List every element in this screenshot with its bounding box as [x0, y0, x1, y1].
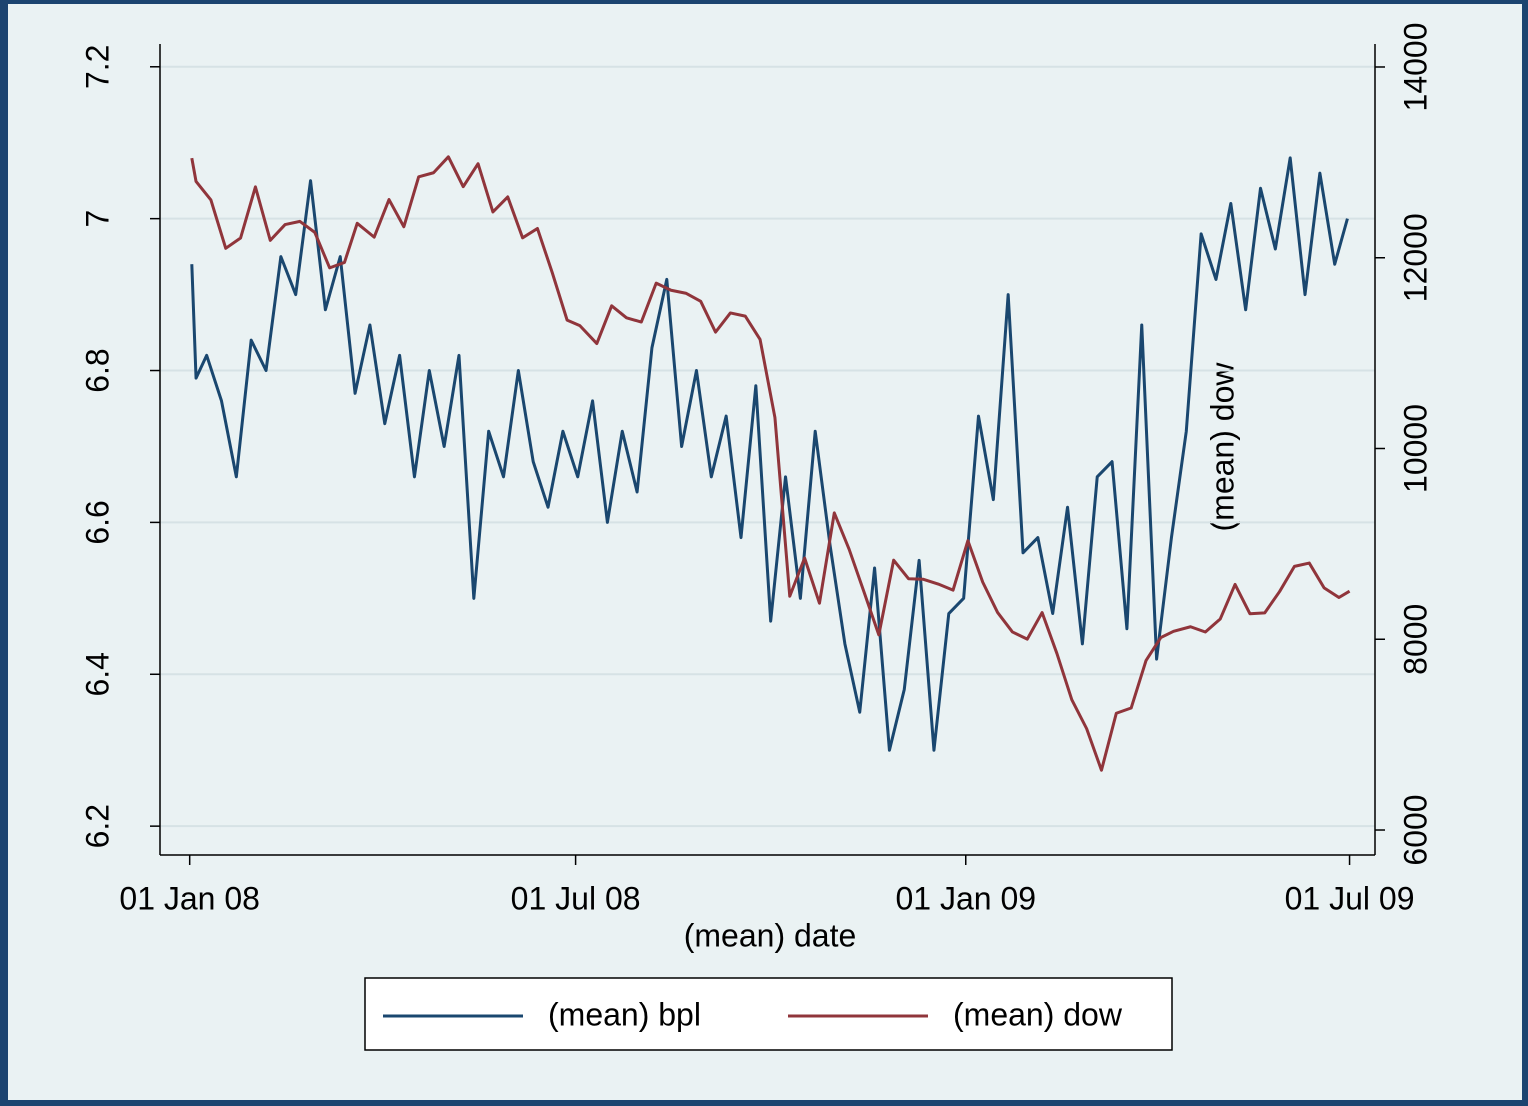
- legend: [364, 977, 1173, 1051]
- y-tick-label: 7: [79, 210, 115, 228]
- x-axis-title: (mean) date: [684, 917, 857, 953]
- legend-label: (mean) bpl: [548, 996, 701, 1032]
- x-tick-label: 01 Jan 09: [895, 880, 1036, 916]
- x-tick-label: 01 Jan 08: [119, 880, 260, 916]
- y2-tick-label: 12000: [1397, 213, 1433, 302]
- x-tick-label: 01 Jul 09: [1285, 880, 1415, 916]
- y2-tick-label: 6000: [1397, 794, 1433, 865]
- y2-tick-label: 10000: [1397, 404, 1433, 493]
- y-tick-label: 7.2: [79, 45, 115, 89]
- y-tick-label: 6.2: [79, 804, 115, 848]
- y2-tick-label: 8000: [1397, 604, 1433, 675]
- y-tick-label: 6.6: [79, 500, 115, 544]
- series-line: [190, 155, 1351, 772]
- y2-axis-title: (mean) dow: [1204, 362, 1240, 532]
- y2-tick-label: 14000: [1397, 22, 1433, 111]
- y-tick-label: 6.4: [79, 652, 115, 696]
- legend-label: (mean) dow: [953, 996, 1123, 1032]
- y-tick-label: 6.8: [79, 348, 115, 392]
- x-tick-label: 01 Jul 08: [511, 880, 641, 916]
- series-line: [190, 156, 1349, 752]
